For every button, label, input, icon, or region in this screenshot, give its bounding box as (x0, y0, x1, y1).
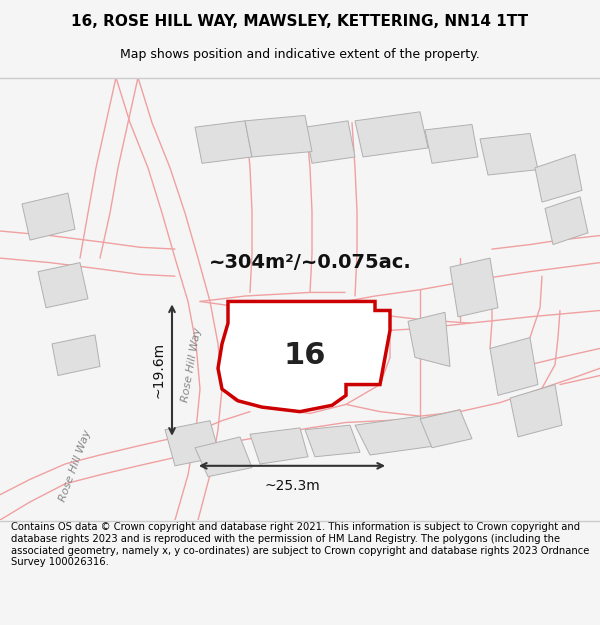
Polygon shape (250, 428, 308, 464)
Text: Map shows position and indicative extent of the property.: Map shows position and indicative extent… (120, 48, 480, 61)
Text: Contains OS data © Crown copyright and database right 2021. This information is : Contains OS data © Crown copyright and d… (11, 522, 589, 568)
Polygon shape (355, 112, 428, 157)
Polygon shape (195, 121, 252, 163)
Polygon shape (305, 425, 360, 457)
Polygon shape (420, 410, 472, 447)
Polygon shape (165, 421, 220, 466)
Text: Rose Hill Way: Rose Hill Way (58, 429, 92, 503)
Text: ~304m²/~0.075ac.: ~304m²/~0.075ac. (209, 253, 412, 272)
Polygon shape (450, 258, 498, 317)
Polygon shape (245, 116, 312, 157)
Polygon shape (355, 416, 435, 455)
Polygon shape (510, 384, 562, 437)
Polygon shape (480, 134, 538, 175)
Polygon shape (425, 124, 478, 163)
Polygon shape (22, 193, 75, 240)
Polygon shape (218, 301, 390, 412)
Polygon shape (305, 121, 355, 163)
Polygon shape (195, 437, 252, 477)
Text: ~19.6m: ~19.6m (152, 342, 166, 398)
Polygon shape (408, 312, 450, 366)
Polygon shape (535, 154, 582, 202)
Polygon shape (38, 262, 88, 308)
Text: ~25.3m: ~25.3m (264, 479, 320, 493)
Polygon shape (490, 338, 538, 396)
Polygon shape (52, 335, 100, 376)
Text: 16, ROSE HILL WAY, MAWSLEY, KETTERING, NN14 1TT: 16, ROSE HILL WAY, MAWSLEY, KETTERING, N… (71, 14, 529, 29)
Text: 16: 16 (284, 341, 326, 370)
Text: Rose Hill Way: Rose Hill Way (181, 326, 203, 403)
Polygon shape (545, 197, 588, 244)
